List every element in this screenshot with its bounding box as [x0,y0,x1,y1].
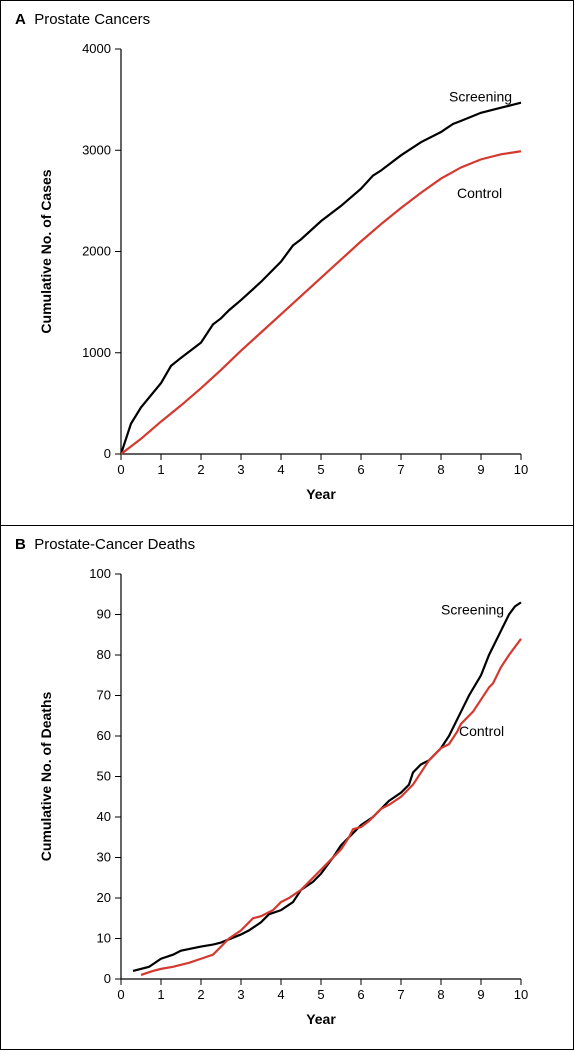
svg-text:90: 90 [97,607,111,622]
svg-text:7: 7 [397,987,404,1002]
svg-text:80: 80 [97,647,111,662]
svg-text:5: 5 [317,987,324,1002]
svg-text:9: 9 [477,462,484,477]
svg-text:2: 2 [197,462,204,477]
svg-text:5: 5 [317,462,324,477]
svg-text:70: 70 [97,688,111,703]
svg-text:4: 4 [277,462,284,477]
svg-text:0: 0 [117,987,124,1002]
svg-text:8: 8 [437,987,444,1002]
series-screening [133,602,521,971]
svg-text:6: 6 [357,987,364,1002]
svg-text:3000: 3000 [82,142,111,157]
figure-container: A Prostate Cancers 012345678910010002000… [0,0,574,1050]
svg-text:60: 60 [97,728,111,743]
svg-text:Cumulative No. of Deaths: Cumulative No. of Deaths [38,692,54,862]
svg-text:Year: Year [306,486,336,502]
svg-text:1: 1 [157,987,164,1002]
svg-text:Year: Year [306,1011,336,1027]
svg-text:20: 20 [97,890,111,905]
svg-text:10: 10 [514,987,528,1002]
svg-text:1: 1 [157,462,164,477]
svg-text:0: 0 [104,971,111,986]
svg-text:4: 4 [277,987,284,1002]
panel-a: A Prostate Cancers 012345678910010002000… [1,1,573,526]
plot-a: 0 1 2 3 4 5 6 7 8 9 10 0 1000 2000 3000 4000 Year Cumulat… [1,1,561,514]
svg-text:6: 6 [357,462,364,477]
svg-text:8: 8 [437,462,444,477]
svg-text:2: 2 [197,987,204,1002]
svg-text:9: 9 [477,987,484,1002]
plot-b: 0123456789100102030405060708090100YearCu… [1,526,561,1039]
svg-text:50: 50 [97,769,111,784]
label-control: Control [459,723,504,739]
label-screening: Screening [441,602,504,618]
svg-text:0: 0 [117,462,124,477]
svg-text:100: 100 [89,566,111,581]
svg-text:4000: 4000 [82,41,111,56]
svg-text:3: 3 [237,987,244,1002]
label-screening: Screening [449,89,512,105]
svg-text:7: 7 [397,462,404,477]
svg-text:2000: 2000 [82,244,111,259]
svg-text:40: 40 [97,809,111,824]
label-control: Control [457,185,502,201]
svg-text:3: 3 [237,462,244,477]
svg-text:1000: 1000 [82,345,111,360]
svg-text:10: 10 [97,931,111,946]
svg-text:Cumulative No. of Cases: Cumulative No. of Cases [38,169,54,333]
series-control [141,639,521,975]
svg-text:30: 30 [97,850,111,865]
svg-text:0: 0 [104,446,111,461]
svg-text:10: 10 [514,462,528,477]
panel-b: B Prostate-Cancer Deaths 012345678910010… [1,526,573,1051]
